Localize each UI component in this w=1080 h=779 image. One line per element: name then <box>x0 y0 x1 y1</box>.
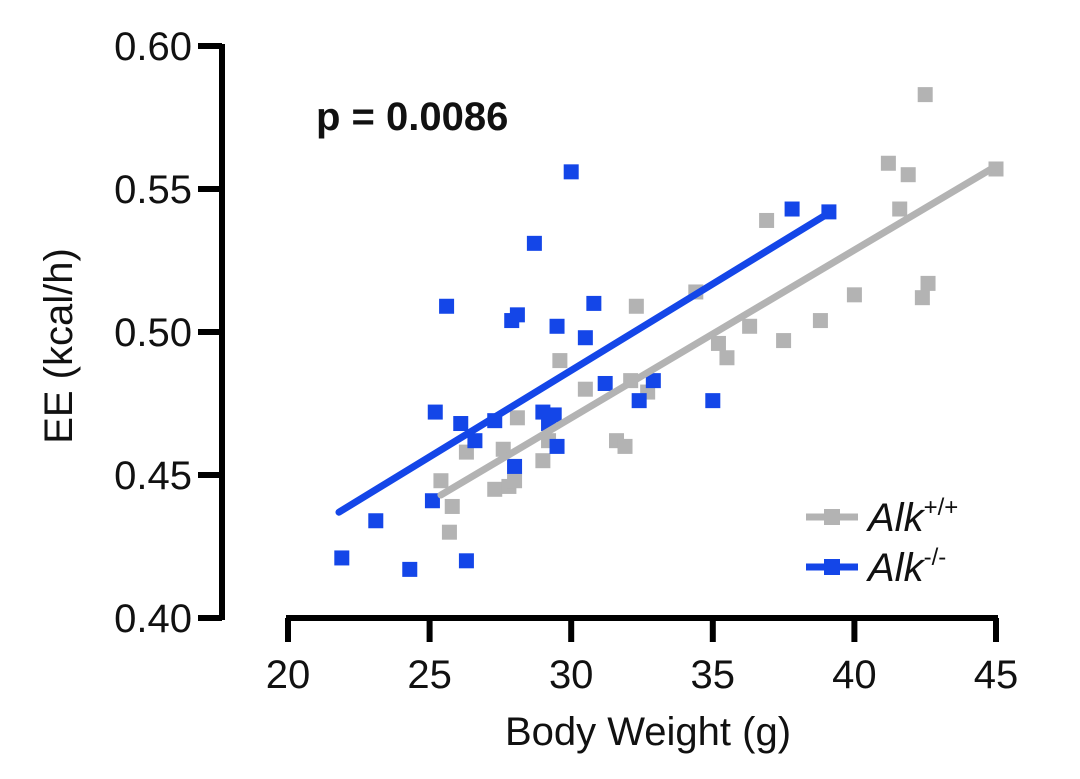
x-tick-label: 45 <box>974 653 1019 697</box>
legend-item-wildtype: Alk+/+ <box>806 494 958 540</box>
point-knockout <box>509 307 525 323</box>
point-knockout <box>439 298 455 314</box>
point-knockout <box>549 438 565 454</box>
point-wildtype <box>917 87 933 103</box>
point-wildtype <box>920 275 936 291</box>
legend-item-knockout: Alk-/- <box>806 544 946 590</box>
y-axis-ticks: 0.40 0.45 0.50 0.55 0.60 <box>114 25 222 641</box>
point-wildtype <box>880 155 896 171</box>
point-wildtype <box>487 481 503 497</box>
y-tick-label: 0.50 <box>114 311 192 355</box>
fit-line-knockout <box>335 211 830 516</box>
fit-line-wildtype <box>437 162 1000 499</box>
point-wildtype <box>458 444 474 460</box>
point-wildtype <box>892 201 908 217</box>
point-knockout <box>368 513 384 529</box>
y-tick-label: 0.45 <box>114 454 192 498</box>
point-knockout <box>784 201 800 217</box>
point-wildtype <box>617 438 633 454</box>
point-wildtype <box>710 335 726 351</box>
point-knockout <box>467 433 483 449</box>
point-wildtype <box>535 453 551 469</box>
legend: Alk+/+ Alk-/- <box>806 494 958 590</box>
point-knockout <box>563 164 579 180</box>
point-knockout <box>424 493 440 509</box>
point-wildtype <box>433 473 449 489</box>
point-wildtype <box>444 498 460 514</box>
point-wildtype <box>900 167 916 183</box>
legend-marker-wildtype <box>824 509 840 525</box>
point-knockout <box>586 295 602 311</box>
legend-marker-knockout <box>824 559 840 575</box>
point-wildtype <box>846 287 862 303</box>
point-wildtype <box>441 524 457 540</box>
point-knockout <box>597 375 613 391</box>
x-axis-title: Body Weight (g) <box>505 710 791 754</box>
point-knockout <box>427 404 443 420</box>
x-tick-label: 35 <box>691 653 736 697</box>
point-wildtype <box>812 313 828 329</box>
point-knockout <box>334 550 350 566</box>
point-knockout <box>402 561 418 577</box>
y-axis-title: EE (kcal/h) <box>37 248 81 444</box>
x-tick-label: 40 <box>832 653 877 697</box>
point-knockout <box>549 318 565 334</box>
point-knockout <box>546 407 562 423</box>
point-knockout <box>645 373 661 389</box>
point-knockout <box>535 404 551 420</box>
point-knockout <box>458 553 474 569</box>
point-wildtype <box>552 353 568 369</box>
point-wildtype <box>577 381 593 397</box>
point-knockout <box>507 458 523 474</box>
point-knockout <box>705 393 721 409</box>
x-tick-label: 25 <box>407 653 452 697</box>
point-wildtype <box>719 350 735 366</box>
data-points <box>334 87 1004 577</box>
x-tick-label: 30 <box>549 653 594 697</box>
y-tick-label: 0.55 <box>114 168 192 212</box>
x-tick-label: 20 <box>266 653 311 697</box>
point-wildtype <box>759 212 775 228</box>
point-knockout <box>526 235 542 251</box>
point-wildtype <box>509 410 525 426</box>
point-wildtype <box>742 318 758 334</box>
point-wildtype <box>914 290 930 306</box>
point-knockout <box>577 330 593 346</box>
p-value-annotation: p = 0.0086 <box>316 95 508 139</box>
x-axis-ticks: 20 25 30 35 40 45 <box>266 618 1019 697</box>
point-wildtype <box>776 333 792 349</box>
point-knockout <box>631 393 647 409</box>
y-tick-label: 0.60 <box>114 25 192 69</box>
point-knockout <box>453 416 469 432</box>
y-tick-label: 0.40 <box>114 597 192 641</box>
legend-label-knockout: Alk-/- <box>866 544 946 590</box>
point-wildtype <box>507 473 523 489</box>
point-wildtype <box>628 298 644 314</box>
legend-label-wildtype: Alk+/+ <box>866 494 958 540</box>
